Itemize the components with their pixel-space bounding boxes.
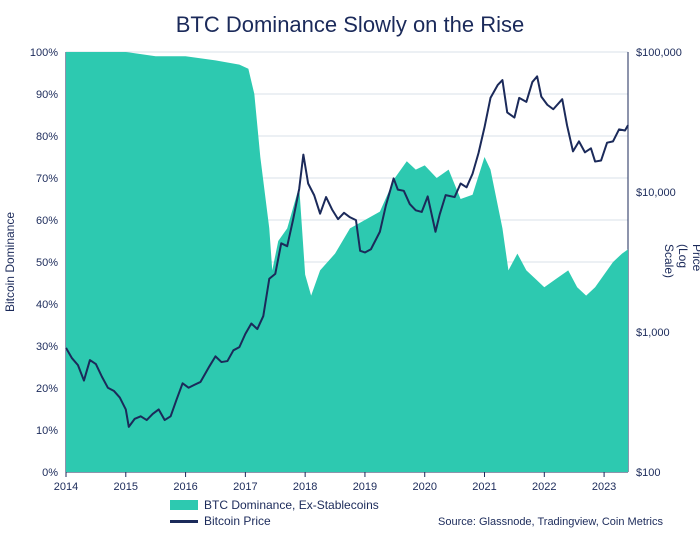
legend-swatch-line [170,520,198,523]
svg-text:90%: 90% [36,89,58,101]
svg-text:30%: 30% [36,341,58,353]
svg-text:100%: 100% [30,47,58,59]
svg-text:2015: 2015 [114,481,138,493]
svg-text:50%: 50% [36,257,58,269]
source-attribution: Source: Glassnode, Tradingview, Coin Met… [438,516,663,528]
svg-text:80%: 80% [36,131,58,143]
svg-text:70%: 70% [36,173,58,185]
svg-text:$100,000: $100,000 [636,47,682,59]
legend-label: BTC Dominance, Ex-Stablecoins [204,498,379,512]
svg-text:2021: 2021 [472,481,496,493]
svg-text:2014: 2014 [54,481,78,493]
svg-text:$10,000: $10,000 [636,187,676,199]
legend-item-price: Bitcoin Price [170,514,379,528]
chart-legend: BTC Dominance, Ex-Stablecoins Bitcoin Pr… [170,498,379,528]
svg-text:2017: 2017 [233,481,257,493]
svg-text:2018: 2018 [293,481,317,493]
svg-text:$1,000: $1,000 [636,327,670,339]
svg-text:10%: 10% [36,425,58,437]
svg-text:20%: 20% [36,383,58,395]
svg-text:2019: 2019 [353,481,377,493]
legend-swatch-area [170,500,198,510]
svg-text:2023: 2023 [592,481,616,493]
y-axis-left-label: Bitcoin Dominance [3,212,17,312]
svg-text:2016: 2016 [173,481,197,493]
legend-label: Bitcoin Price [204,514,271,528]
y-axis-right-label: Bitcoin Price (Log Scale) [662,244,700,280]
legend-item-dominance: BTC Dominance, Ex-Stablecoins [170,498,379,512]
svg-text:60%: 60% [36,215,58,227]
chart-plot: 0% 10% 20% 30% 40% 50% 60% 70% 80% 90% 100% $100 $1,… [0,0,700,556]
svg-text:2020: 2020 [412,481,436,493]
svg-text:$100: $100 [636,467,660,479]
svg-text:2022: 2022 [532,481,556,493]
svg-text:40%: 40% [36,299,58,311]
svg-text:0%: 0% [42,467,58,479]
